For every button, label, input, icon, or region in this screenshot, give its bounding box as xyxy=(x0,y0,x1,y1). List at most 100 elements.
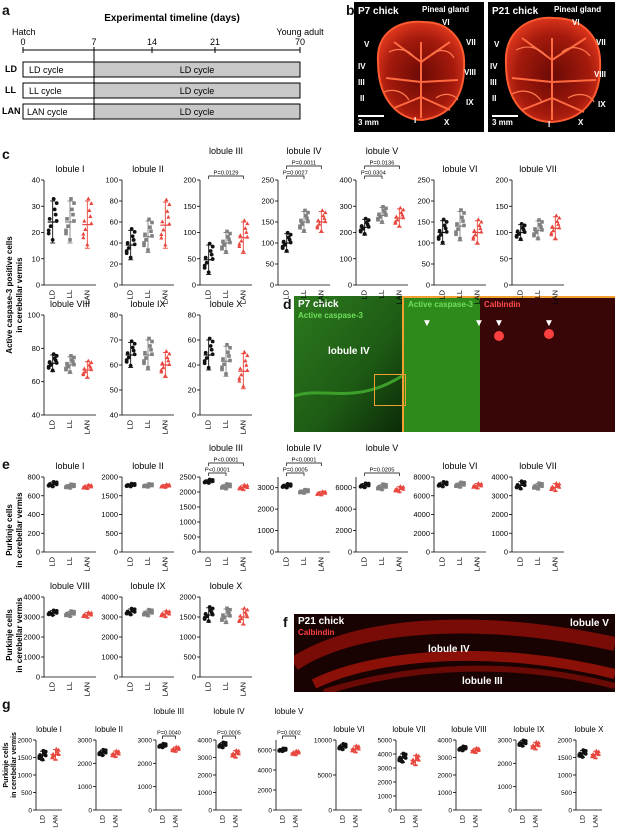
x-tick-label: LAN xyxy=(53,815,60,828)
chart-title: lobule IV xyxy=(213,707,245,716)
lobule-label: IV xyxy=(358,62,366,71)
y-tick-label: 50 xyxy=(266,260,274,269)
late-label: LD cycle xyxy=(180,86,215,96)
y-tick-label: 4000 xyxy=(101,593,118,602)
y-tick-label: 0 xyxy=(568,808,572,815)
significance-bracket xyxy=(364,472,400,476)
x-tick-label: LAN xyxy=(173,815,180,828)
data-point xyxy=(159,367,164,372)
x-tick-label: LL xyxy=(299,290,308,298)
y-tick-label: 200 xyxy=(261,197,274,206)
lobule-label: VI xyxy=(572,18,580,27)
data-point xyxy=(315,224,320,228)
inset-green-label: Active caspase-3 xyxy=(408,300,473,309)
data-point xyxy=(222,615,226,620)
y-tick-label: 0 xyxy=(348,548,352,557)
chart-c-lobule-x: lobule X 0 20 40 60 80 LD LL LAN xyxy=(188,299,252,435)
data-point xyxy=(376,216,380,221)
significance-bracket xyxy=(282,735,296,739)
data-point xyxy=(81,371,86,375)
micrograph-title: P21 chick xyxy=(298,616,345,627)
data-point xyxy=(471,484,476,489)
y-tick-label: 40 xyxy=(110,239,118,248)
y-tick-label: 400 xyxy=(339,176,352,185)
late-label: LD cycle xyxy=(180,65,215,75)
hatch-label: Hatch xyxy=(12,27,36,37)
x-tick-label: LL xyxy=(533,290,542,298)
data-point xyxy=(228,231,232,236)
x-tick-label: LAN xyxy=(160,290,169,305)
data-point xyxy=(239,372,244,377)
ylabel-g: Purkinje cells in cerebellar vermis xyxy=(3,732,18,798)
data-point xyxy=(159,235,164,240)
chart-title: lobule VII xyxy=(519,461,557,471)
data-point xyxy=(228,345,232,350)
data-point xyxy=(557,215,562,220)
x-tick-label: LAN xyxy=(472,557,481,572)
data-point xyxy=(221,613,225,617)
data-point xyxy=(210,244,215,249)
tick-label-70: 70 xyxy=(295,37,305,47)
y-tick-label: 2000 xyxy=(558,738,573,745)
significance-bracket xyxy=(364,165,400,169)
data-point xyxy=(550,224,555,229)
data-point xyxy=(242,349,247,354)
x-tick-label: LD xyxy=(126,419,135,429)
data-point xyxy=(208,249,213,253)
x-tick-label: LD xyxy=(48,289,57,299)
x-tick-label: LD xyxy=(204,289,213,299)
y-tick-label: 1000 xyxy=(558,773,573,780)
data-point xyxy=(554,213,559,218)
data-point xyxy=(220,367,224,372)
data-point xyxy=(222,243,226,247)
data-point xyxy=(401,207,406,212)
data-point xyxy=(532,232,536,236)
ylabel-e-top: Purkinje cells in cerebellar vermis xyxy=(5,492,24,568)
chart-c-lobule-vi: lobule VI 0 50 100 150 200 250 LD LL LAN xyxy=(417,164,486,305)
y-tick-label: 200 xyxy=(339,228,352,237)
x-tick-label: LD xyxy=(438,556,447,566)
p-value-label: P<0.0001 xyxy=(205,468,230,474)
data-point xyxy=(549,230,554,235)
data-point xyxy=(461,219,465,223)
chart-c-lobule-vii: lobule VII 0 50 100 150 200 LD LL LAN xyxy=(495,164,564,305)
chart-title: lobule I xyxy=(55,461,84,471)
data-point xyxy=(167,202,172,206)
y-tick-label: 2000 xyxy=(78,761,93,768)
y-tick-label: 0 xyxy=(36,281,40,290)
chart-c-lobule-iii: lobule III 0 50 100 150 200 LD LL LAN P=0.0129 xyxy=(183,146,252,305)
y-tick-label: 2000 xyxy=(179,488,196,497)
x-tick-label: LD xyxy=(40,815,47,824)
data-point xyxy=(64,485,68,489)
data-point xyxy=(226,610,230,614)
y-tick-label: 0 xyxy=(348,281,352,290)
x-tick-label: LAN xyxy=(160,420,169,435)
data-point xyxy=(415,755,420,759)
data-point xyxy=(280,244,285,249)
y-tick-label: 0 xyxy=(28,808,32,815)
chart-c-lobule-ix: lobule IX 40 50 60 70 80 LD LL LAN xyxy=(110,299,174,435)
data-point xyxy=(150,220,154,225)
chart-e-lobule-viii: lobule VIII 0 1000 2000 3000 4000 LD LL LAN xyxy=(23,581,96,697)
data-point xyxy=(381,204,385,209)
y-tick-label: 1000 xyxy=(198,790,213,797)
data-point xyxy=(244,230,249,234)
data-point xyxy=(130,234,135,239)
y-tick-label: 0 xyxy=(270,281,274,290)
data-point xyxy=(220,485,224,490)
y-tick-label: 100 xyxy=(27,311,40,320)
data-point xyxy=(81,235,86,240)
y-tick-label: 1500 xyxy=(179,613,196,622)
x-tick-label: LAN xyxy=(550,557,559,572)
chart-e-lobule-ii: lobule II 0 500 1000 1500 2000 LD LL LAN xyxy=(101,461,174,572)
significance-bracket xyxy=(162,735,176,739)
y-tick-label: 10000 xyxy=(314,738,332,745)
data-point xyxy=(208,344,213,348)
data-point xyxy=(245,607,250,612)
data-point xyxy=(590,753,595,758)
ylabel-line1: Active caspase-3 positive cells xyxy=(5,236,14,354)
x-tick-label: LL xyxy=(377,557,386,565)
data-point xyxy=(64,366,68,371)
data-point xyxy=(377,212,381,217)
data-point xyxy=(530,745,535,749)
